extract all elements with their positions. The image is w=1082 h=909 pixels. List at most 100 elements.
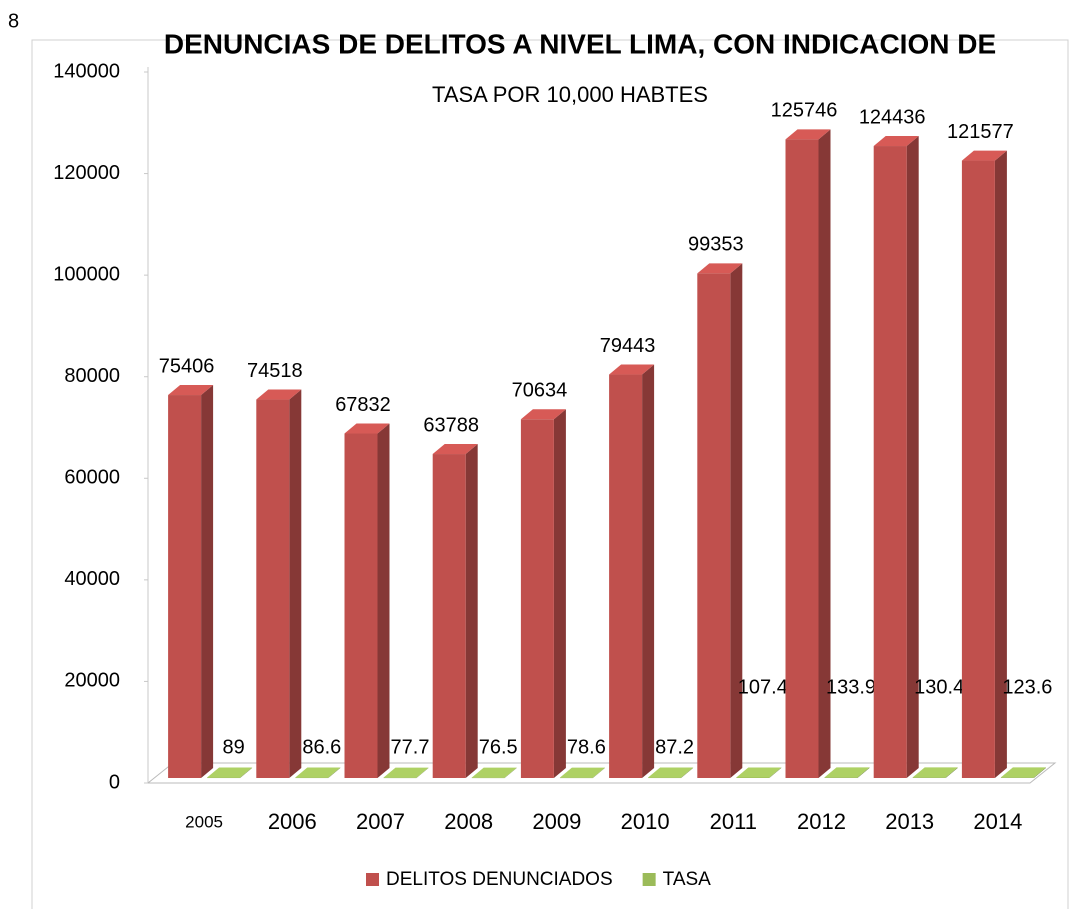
x-tick-label: 2014 <box>973 809 1022 834</box>
bar <box>432 454 466 778</box>
bar <box>697 273 731 778</box>
rate-bar-side <box>592 767 605 778</box>
bar-side <box>994 150 1007 779</box>
value-label: 133.9 <box>826 676 876 698</box>
value-label: 86.6 <box>302 736 341 758</box>
bar-side <box>465 444 478 778</box>
value-label: 124436 <box>859 106 926 128</box>
rate-bar-top <box>207 767 253 778</box>
bar <box>873 146 907 778</box>
bar-side <box>818 129 831 778</box>
rate-bar-top <box>559 767 605 778</box>
bar-side <box>730 263 743 778</box>
x-tick-label: 2011 <box>710 809 757 834</box>
x-tick-label: 2010 <box>621 809 670 834</box>
value-label: 77.7 <box>391 736 430 758</box>
y-tick-label: 100000 <box>53 263 120 285</box>
bar-top <box>344 423 390 434</box>
bar-top <box>785 129 831 140</box>
bar-side <box>289 389 302 778</box>
bar-top <box>873 136 919 147</box>
bar-side <box>642 364 655 778</box>
bar-top <box>961 150 1007 161</box>
bar <box>168 395 202 778</box>
value-label: 87.2 <box>655 736 694 758</box>
bar-top <box>520 409 566 420</box>
rate-bar-side <box>681 767 694 778</box>
value-label: 130.4 <box>914 676 964 698</box>
rate-bar-top <box>295 767 341 778</box>
rate-bar-side <box>240 767 253 778</box>
chart-frame <box>31 39 1069 909</box>
legend-swatch <box>642 873 656 886</box>
rate-bar-top <box>824 767 870 778</box>
rate-bar <box>1000 777 1034 778</box>
y-tick-label: 120000 <box>53 162 120 184</box>
x-tick-label: 2008 <box>444 809 493 834</box>
y-tick-label: 140000 <box>53 60 120 82</box>
rate-bar-side <box>416 767 429 778</box>
rate-bar <box>295 777 329 779</box>
rate-bar-top <box>1000 767 1046 778</box>
x-tick-label: 2012 <box>797 809 846 834</box>
rate-bar <box>383 777 417 779</box>
value-label: 89 <box>222 736 244 758</box>
bar-top <box>168 385 214 396</box>
legend-swatch <box>366 873 379 886</box>
x-tick-label: 2006 <box>268 809 317 834</box>
rate-bar <box>471 777 505 779</box>
rate-bar <box>207 777 241 779</box>
value-label: 67832 <box>335 394 391 416</box>
value-label: 123.6 <box>1002 676 1052 698</box>
x-tick-label: 2005 <box>185 812 223 831</box>
rate-bar-top <box>471 767 517 778</box>
rate-bar-top <box>736 767 782 778</box>
value-label: 121577 <box>947 121 1014 143</box>
rate-bar-side <box>1033 767 1046 778</box>
rate-bar-top <box>648 767 694 778</box>
legend-label: DELITOS DENUNCIADOS <box>386 869 613 890</box>
bar <box>961 160 995 779</box>
value-label: 79443 <box>600 335 656 357</box>
value-label: 75406 <box>159 355 215 377</box>
rate-bar-side <box>857 767 870 778</box>
corner-label: 8 <box>8 10 19 32</box>
value-label: 76.5 <box>479 736 518 758</box>
rate-bar <box>736 777 770 778</box>
y-tick-label: 60000 <box>64 467 120 489</box>
bar <box>609 374 643 778</box>
value-label: 78.6 <box>567 736 606 758</box>
bar-top <box>256 389 302 400</box>
rate-bar-top <box>912 767 958 778</box>
x-tick-label: 2013 <box>885 809 934 834</box>
y-tick-label: 0 <box>109 771 120 793</box>
bar-side <box>906 136 919 778</box>
rate-bar-side <box>945 767 958 778</box>
value-label: 70634 <box>512 380 568 402</box>
y-tick-label: 40000 <box>64 568 120 590</box>
y-tick-label: 20000 <box>64 670 120 692</box>
rate-bar <box>648 777 682 779</box>
bar <box>785 139 819 778</box>
rate-bar-side <box>504 767 517 778</box>
bar-top <box>432 444 478 455</box>
value-label: 74518 <box>247 360 303 382</box>
bar <box>520 419 554 778</box>
bar-side <box>201 385 214 778</box>
chart-title: DENUNCIAS DE DELITOS A NIVEL LIMA, CON I… <box>164 28 996 59</box>
bar <box>256 399 290 778</box>
rate-bar-side <box>328 767 341 778</box>
x-tick-label: 2007 <box>356 809 405 834</box>
bar <box>344 433 378 778</box>
chart-subtitle: TASA POR 10,000 HABTES <box>432 82 708 107</box>
value-label: 107.4 <box>738 676 788 698</box>
y-tick-label: 80000 <box>64 365 120 387</box>
bar-top <box>697 263 743 274</box>
legend-label: TASA <box>663 869 712 890</box>
rate-bar-top <box>383 767 429 778</box>
bar-top <box>609 364 655 375</box>
rate-bar <box>559 777 593 779</box>
rate-bar <box>912 777 946 778</box>
value-label: 99353 <box>688 234 744 256</box>
